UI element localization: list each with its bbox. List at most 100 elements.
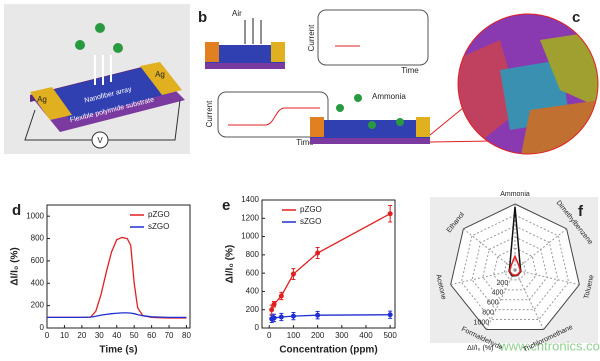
nanofiber-array [45, 67, 170, 120]
y-tick-label: 600 [31, 256, 45, 265]
zoom-circle [457, 13, 599, 155]
legend-label: pZGO [300, 205, 322, 214]
device-substrate [205, 63, 285, 69]
r-tick-label: 800 [482, 309, 494, 316]
x-tick-label: 100 [287, 331, 301, 340]
data-point [315, 312, 321, 318]
x-tick-label: 50 [130, 331, 139, 340]
data-point [278, 293, 284, 299]
radar-ring [482, 236, 548, 301]
x-tick-label: 500 [383, 331, 397, 340]
x-tick-label: 300 [335, 331, 349, 340]
r-tick-label: 600 [487, 300, 499, 307]
electrode [205, 42, 219, 62]
radar-spoke [463, 228, 516, 271]
electrode [30, 87, 72, 120]
legend-label: sZGO [148, 222, 169, 231]
radar-ring [503, 258, 527, 281]
plot-frame [317, 9, 429, 66]
data-point [290, 271, 296, 277]
x-tick-label: 70 [165, 331, 174, 340]
y-axis-label: ΔI/I₀ (%) [10, 247, 21, 285]
r-tick-label: 400 [492, 290, 504, 297]
x-tick-label: 60 [147, 331, 156, 340]
series-line [271, 213, 391, 310]
category-label: Ammonia [500, 191, 530, 198]
axis-label: Time [401, 66, 419, 75]
y-tick-label: 1000 [241, 232, 259, 241]
gas-label: Air [232, 9, 242, 18]
data-point [290, 313, 296, 319]
radar-series [508, 254, 522, 276]
axis-label: Time [296, 138, 314, 147]
r-axis-label: ΔI/I₀ (%) [467, 345, 493, 352]
series-line [271, 314, 391, 320]
x-axis-label: Time (s) [99, 345, 137, 356]
current-trace [228, 107, 320, 126]
arrows [94, 55, 112, 85]
y-tick-label: 200 [246, 305, 260, 314]
device-substrate [310, 138, 430, 144]
data-point [271, 315, 277, 321]
panel-label: f [578, 203, 584, 220]
axis-label: Current [307, 24, 316, 51]
device [205, 45, 285, 63]
electrode [271, 42, 285, 62]
data-point [278, 314, 284, 320]
arrows [244, 18, 262, 44]
y-tick-label: 1200 [241, 213, 259, 222]
x-tick-label: 20 [77, 331, 86, 340]
radar-spoke [450, 269, 516, 286]
x-axis-label: Concentration (ppm) [279, 345, 377, 356]
radar-spoke [485, 269, 516, 330]
y-tick-label: 400 [246, 287, 260, 296]
panel-label: e [222, 197, 230, 214]
panel-a: a V Ag Ag Nanofiber array Flexible polyi… [4, 4, 190, 154]
data-point [387, 211, 393, 217]
electrode-label: Ag [155, 70, 165, 79]
meter [91, 131, 109, 149]
x-tick-label: 10 [60, 331, 69, 340]
radar-spoke [514, 228, 567, 271]
data-point [269, 307, 275, 313]
micrograph [458, 14, 598, 154]
panel-label: b [198, 9, 207, 26]
x-tick-label: 0 [45, 331, 50, 340]
molecules [336, 94, 404, 129]
r-tick-label: 200 [497, 280, 509, 287]
y-tick-label: 1400 [241, 195, 259, 204]
x-tick-label: 40 [112, 331, 121, 340]
electrode [310, 117, 324, 137]
y-tick-label: 200 [31, 301, 45, 310]
panel-c: c [457, 9, 599, 155]
x-tick-label: 0 [267, 331, 272, 340]
x-tick-label: 80 [182, 331, 191, 340]
y-tick-label: 600 [246, 268, 260, 277]
axis-label: Current [205, 100, 214, 127]
electrode [140, 62, 182, 95]
y-tick-label: 800 [246, 250, 260, 259]
watermark: www.cntronics.com [498, 338, 600, 353]
series-line [47, 312, 187, 319]
x-tick-label: 200 [311, 331, 325, 340]
y-tick-label: 400 [31, 278, 45, 287]
x-tick-label: 400 [359, 331, 373, 340]
y-tick-label: 0 [255, 323, 260, 332]
plot-frame [217, 91, 329, 138]
legend-label: pZGO [148, 210, 170, 219]
data-point [271, 301, 277, 307]
radar-frame [450, 203, 580, 330]
electrode-label: Ag [37, 95, 47, 104]
panel-b: b Air Current Time Current Time Ammonia [198, 9, 561, 147]
electrode [416, 117, 430, 137]
meter-label: V [97, 136, 103, 145]
data-point [315, 250, 321, 256]
y-tick-label: 1000 [26, 211, 44, 220]
series-line [47, 236, 187, 319]
legend-label: sZGO [300, 217, 321, 226]
x-tick-label: 30 [95, 331, 104, 340]
plot-frame [261, 199, 396, 329]
y-axis-label: ΔI/I₀ (%) [225, 245, 236, 283]
radar-ring [471, 225, 559, 311]
panel-label: c [572, 9, 580, 26]
